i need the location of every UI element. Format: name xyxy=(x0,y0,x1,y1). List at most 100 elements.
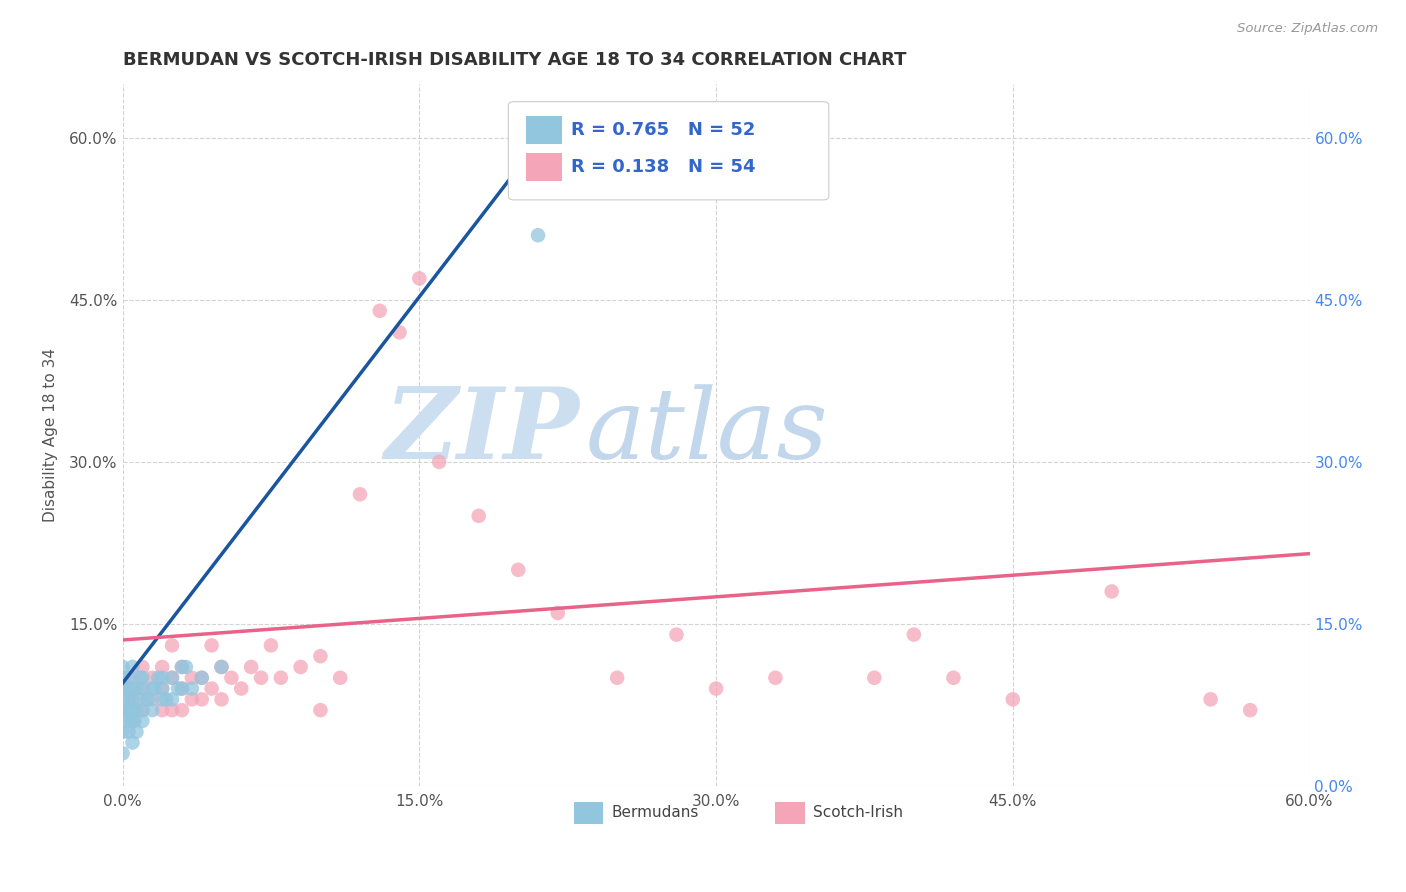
Point xyxy=(141,681,163,696)
Point xyxy=(121,681,143,696)
Point xyxy=(527,228,550,243)
Point xyxy=(903,627,925,641)
Text: R = 0.765   N = 52: R = 0.765 N = 52 xyxy=(571,120,755,139)
Bar xyxy=(775,802,806,824)
Point xyxy=(160,671,183,685)
Text: Scotch-Irish: Scotch-Irish xyxy=(814,805,904,820)
Point xyxy=(121,692,143,706)
FancyBboxPatch shape xyxy=(509,102,828,200)
Point xyxy=(121,735,143,749)
Point xyxy=(131,681,153,696)
Point xyxy=(467,508,489,523)
Text: Source: ZipAtlas.com: Source: ZipAtlas.com xyxy=(1237,22,1378,36)
Point xyxy=(121,660,143,674)
Point xyxy=(704,681,727,696)
Point xyxy=(180,692,202,706)
Point xyxy=(131,714,153,728)
Point xyxy=(111,681,134,696)
Point xyxy=(121,714,143,728)
Point xyxy=(150,692,173,706)
Point xyxy=(665,627,688,641)
Point xyxy=(190,671,212,685)
Point xyxy=(121,703,143,717)
Point xyxy=(211,692,233,706)
Point xyxy=(329,671,352,685)
Point xyxy=(117,692,139,706)
Text: ZIP: ZIP xyxy=(385,384,579,480)
Point xyxy=(125,703,148,717)
Point xyxy=(124,714,146,728)
Point xyxy=(120,714,142,728)
Point xyxy=(117,681,139,696)
Point xyxy=(125,724,148,739)
Point xyxy=(141,703,163,717)
Point xyxy=(190,692,212,706)
Point xyxy=(150,703,173,717)
Point xyxy=(170,681,193,696)
Point xyxy=(127,692,149,706)
Text: Bermudans: Bermudans xyxy=(612,805,699,820)
Point xyxy=(167,681,190,696)
Point xyxy=(1199,692,1222,706)
Point xyxy=(427,455,450,469)
Text: R = 0.138   N = 54: R = 0.138 N = 54 xyxy=(571,158,756,176)
Point xyxy=(240,660,263,674)
Point xyxy=(160,703,183,717)
Bar xyxy=(526,116,562,144)
Point xyxy=(111,671,134,685)
Point xyxy=(160,671,183,685)
Point xyxy=(111,692,134,706)
Point xyxy=(180,671,202,685)
Point xyxy=(211,660,233,674)
Point xyxy=(174,660,197,674)
Point xyxy=(170,660,193,674)
Point xyxy=(143,681,166,696)
Point xyxy=(135,692,157,706)
Point xyxy=(117,703,139,717)
Point xyxy=(131,671,153,685)
Point xyxy=(309,649,332,664)
Point xyxy=(125,681,148,696)
Point xyxy=(150,681,173,696)
Point xyxy=(201,639,224,653)
Bar xyxy=(574,802,603,824)
Point xyxy=(863,671,886,685)
Point xyxy=(121,671,143,685)
Point xyxy=(180,681,202,696)
Point xyxy=(111,747,134,761)
Point xyxy=(260,639,283,653)
Point xyxy=(150,671,173,685)
Point xyxy=(388,326,411,340)
Point xyxy=(129,671,152,685)
Point xyxy=(111,724,134,739)
Point xyxy=(408,271,430,285)
Bar xyxy=(526,153,562,181)
Point xyxy=(131,681,153,696)
Text: BERMUDAN VS SCOTCH-IRISH DISABILITY AGE 18 TO 34 CORRELATION CHART: BERMUDAN VS SCOTCH-IRISH DISABILITY AGE … xyxy=(122,51,905,69)
Point xyxy=(547,606,569,620)
Y-axis label: Disability Age 18 to 34: Disability Age 18 to 34 xyxy=(44,348,58,522)
Point xyxy=(131,703,153,717)
Point xyxy=(190,671,212,685)
Point xyxy=(141,671,163,685)
Point xyxy=(170,703,193,717)
Point xyxy=(606,671,628,685)
Point xyxy=(150,681,173,696)
Point xyxy=(309,703,332,717)
Point xyxy=(250,671,273,685)
Point xyxy=(111,681,134,696)
Point xyxy=(231,681,253,696)
Point xyxy=(114,703,136,717)
Point xyxy=(136,692,159,706)
Point xyxy=(160,692,183,706)
Point xyxy=(170,660,193,674)
Point xyxy=(1239,703,1261,717)
Point xyxy=(211,660,233,674)
Point xyxy=(349,487,371,501)
Point xyxy=(1001,692,1024,706)
Point xyxy=(1101,584,1123,599)
Point xyxy=(111,714,134,728)
Point xyxy=(942,671,965,685)
Point xyxy=(290,660,312,674)
Point xyxy=(155,692,177,706)
